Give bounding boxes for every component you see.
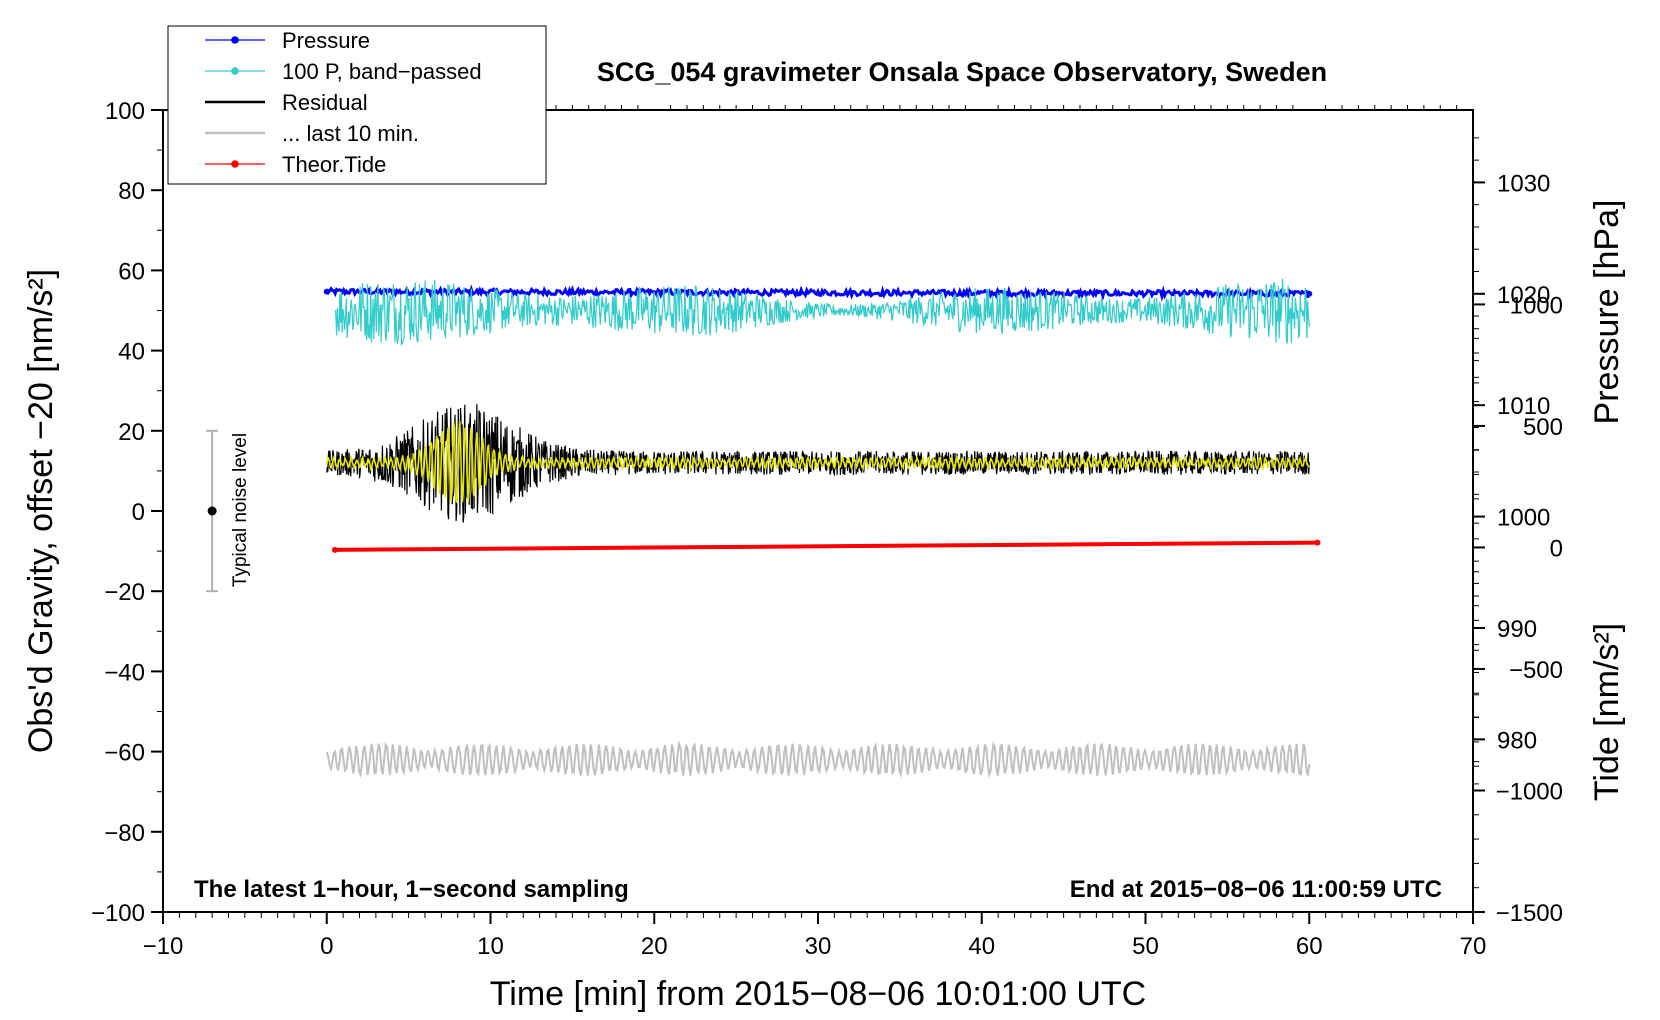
tide-tick-label: −1000	[1496, 778, 1563, 805]
legend: Pressure 100 P, band−passed Residual ... la…	[167, 25, 547, 185]
y-tick-label: 60	[118, 258, 145, 285]
series-residual	[326, 404, 1310, 523]
noise-bar-center	[207, 506, 217, 516]
x-tick-label: 70	[1460, 933, 1487, 960]
legend-box	[167, 25, 547, 185]
pressure-tick-label: 990	[1497, 616, 1537, 643]
legend-marker	[231, 160, 239, 168]
tide-tick-label: 0	[1550, 535, 1563, 562]
legend-label: 100 P, band−passed	[282, 59, 482, 84]
legend-label: Pressure	[282, 28, 370, 53]
chart-title: SCG_054 gravimeter Onsala Space Observat…	[597, 57, 1327, 87]
y-tick-label: −20	[104, 579, 145, 606]
series-last-10-min	[325, 740, 1311, 779]
y-tick-label: −80	[104, 820, 145, 847]
legend-marker	[231, 36, 239, 44]
pressure-tick-label: 1010	[1497, 393, 1550, 420]
x-tick-label: 40	[968, 933, 995, 960]
noise-label: Typical noise level	[230, 433, 251, 587]
plot-frame	[162, 109, 1474, 913]
y-tick-label: 20	[118, 419, 145, 446]
y-axis-left: −100 −80 −60 −40 −20 0 20 40 60 80 100	[91, 98, 163, 927]
x-tick-label: 0	[320, 933, 333, 960]
legend-label: Residual	[282, 90, 368, 115]
y-axis-label-pressure: Pressure [hPa]	[1588, 200, 1626, 425]
series-group	[323, 278, 1321, 779]
x-tick-label: 50	[1132, 933, 1159, 960]
series-theor-tide	[334, 540, 1318, 552]
y-tick-label: 40	[118, 339, 145, 366]
y-tick-label: −100	[91, 900, 145, 927]
x-axis: −10 0 10 20 30 40 50 60 70	[143, 105, 1487, 960]
pressure-tick-label: 1030	[1497, 170, 1550, 197]
y-tick-label: −40	[104, 659, 145, 686]
y-tick-label: 80	[118, 178, 145, 205]
x-tick-label: 10	[477, 933, 504, 960]
tide-start-point	[331, 546, 338, 553]
y-axis-label-left: Obs'd Gravity, offset −20 [nm/s²]	[22, 269, 60, 753]
annotation-bottom-right: End at 2015−08−06 11:00:59 UTC	[1070, 876, 1442, 903]
tide-end-point	[1314, 539, 1321, 546]
x-tick-label: 30	[805, 933, 832, 960]
y-tick-label: −60	[104, 740, 145, 767]
legend-marker	[231, 67, 239, 75]
x-axis-label: Time [min] from 2015−08−06 10:01:00 UTC	[490, 975, 1146, 1013]
y-tick-label: 0	[132, 499, 145, 526]
annotation-bottom-left: The latest 1−hour, 1−second sampling	[194, 876, 629, 903]
legend-label: ... last 10 min.	[282, 121, 419, 146]
x-tick-label: 20	[641, 933, 668, 960]
tide-tick-label: −1500	[1496, 900, 1563, 927]
pressure-tick-label: 980	[1497, 727, 1537, 754]
tide-tick-label: 1000	[1510, 292, 1563, 319]
y-tick-label: 100	[105, 98, 145, 125]
tide-tick-label: −500	[1509, 657, 1563, 684]
pressure-tick-label: 1020	[1497, 282, 1550, 309]
legend-label: Theor.Tide	[282, 152, 386, 177]
x-tick-label: 60	[1296, 933, 1323, 960]
series-band-passed-pressure	[334, 278, 1310, 346]
y-axis-pressure: 980 990 1000 1010 1020 1030	[1473, 137, 1550, 785]
noise-bar	[206, 429, 219, 593]
series-pressure	[325, 284, 1310, 302]
tide-tick-label: 500	[1523, 414, 1563, 441]
pressure-end-point	[1306, 290, 1313, 297]
pressure-start-point	[323, 288, 330, 295]
y-axis-tide: −1500 −1000 −500 0 500 1000	[1473, 292, 1563, 927]
pressure-tick-label: 1000	[1497, 505, 1550, 532]
y-axis-label-tide: Tide [nm/s²]	[1588, 623, 1626, 801]
series-residual-smoothed	[326, 421, 1310, 505]
x-tick-label: −10	[143, 933, 184, 960]
legend-items: Pressure 100 P, band−passed Residual ... la…	[205, 28, 482, 177]
